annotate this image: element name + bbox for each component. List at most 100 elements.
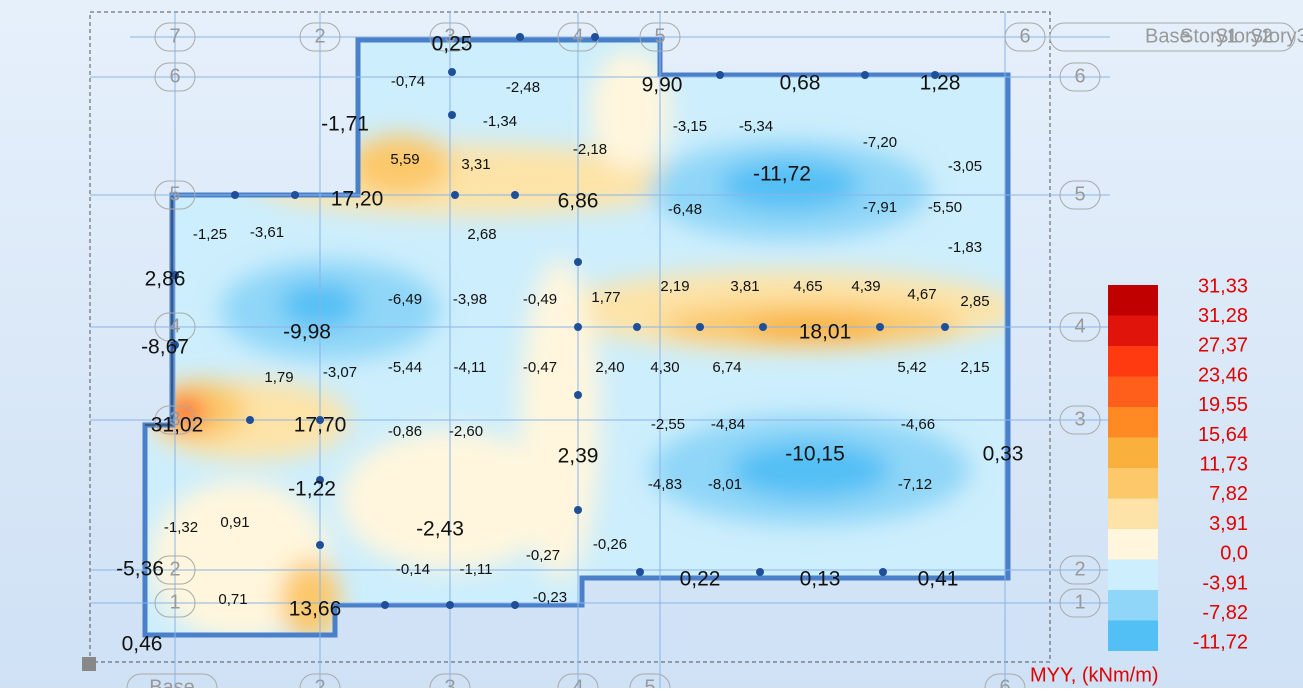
- grid-label: 2: [1074, 558, 1085, 580]
- moment-label: 0,33: [983, 443, 1024, 466]
- moment-label: -1,25: [193, 226, 227, 243]
- beam-node: [231, 191, 239, 199]
- moment-label: -7,12: [898, 476, 932, 493]
- moment-label: 3,81: [730, 278, 759, 295]
- moment-label: -2,60: [449, 423, 483, 440]
- moment-label: 1,77: [591, 289, 620, 306]
- moment-label: -9,98: [283, 321, 331, 344]
- moment-label: -1,71: [321, 113, 369, 136]
- moment-label: 5,42: [897, 359, 926, 376]
- moment-label: 6,86: [558, 190, 599, 213]
- grid-label: 3: [1074, 408, 1085, 430]
- moment-label: -2,18: [573, 141, 607, 158]
- moment-label: 2,39: [558, 445, 599, 468]
- beam-node: [756, 568, 764, 576]
- beam-node: [246, 416, 254, 424]
- legend-label: -7,82: [1202, 602, 1248, 624]
- legend-swatch: [1108, 590, 1158, 621]
- beam-node: [316, 416, 324, 424]
- moment-label: -0,47: [523, 359, 557, 376]
- beam-node: [316, 541, 324, 549]
- moment-label: -6,48: [668, 201, 702, 218]
- beam-node: [574, 391, 582, 399]
- grid-bubble: [1059, 405, 1101, 435]
- grid-label: 1: [169, 591, 180, 613]
- grid-label: Base: [1145, 25, 1191, 47]
- beam-node: [171, 271, 179, 279]
- beam-node: [291, 191, 299, 199]
- moment-label: -5,36: [116, 558, 164, 581]
- beam-node: [171, 341, 179, 349]
- grid-label: 3: [444, 25, 455, 47]
- moment-label: -3,15: [673, 118, 707, 135]
- moment-label: -5,34: [739, 118, 773, 135]
- moment-label: -3,98: [453, 291, 487, 308]
- beam-node: [381, 601, 389, 609]
- legend-label: 31,33: [1198, 275, 1248, 297]
- beam-node: [879, 568, 887, 576]
- origin: [82, 657, 96, 671]
- grid-label: 6: [1019, 25, 1030, 47]
- legend-swatch: [1108, 376, 1158, 407]
- grid-label: 3: [444, 676, 455, 688]
- moment-label: 1,28: [920, 72, 961, 95]
- moment-label: -4,11: [453, 359, 486, 376]
- beam-node: [511, 191, 519, 199]
- moment-label: -1,22: [288, 478, 336, 501]
- moment-label: 17,70: [294, 414, 347, 437]
- moment-label: 0,68: [780, 72, 821, 95]
- moment-label: -1,34: [483, 113, 517, 130]
- beam-node: [316, 476, 324, 484]
- grid-bubble: [1004, 22, 1046, 52]
- legend-swatch: [1108, 498, 1158, 529]
- moment-label: 9,90: [642, 74, 683, 97]
- beam-node: [574, 258, 582, 266]
- grid-label: 4: [169, 315, 180, 337]
- grid-label: 2: [314, 676, 325, 688]
- legend-label: -3,91: [1202, 572, 1248, 594]
- moment-label: 2,40: [595, 359, 624, 376]
- beam-node: [574, 323, 582, 331]
- moment-label: 0,91: [220, 514, 249, 531]
- grid-bubble: [154, 405, 196, 435]
- moment-label: -3,07: [323, 364, 357, 381]
- legend-label: 31,28: [1198, 305, 1248, 327]
- moment-label: -0,27: [526, 547, 560, 564]
- moment-label: 4,65: [793, 278, 822, 295]
- legend-swatch: [1108, 315, 1158, 346]
- moment-label: -4,83: [648, 476, 682, 493]
- grid-label: 5: [644, 676, 655, 688]
- moment-label: 4,67: [907, 286, 936, 303]
- moment-label: -1,83: [948, 239, 982, 256]
- grid-label: 5: [169, 183, 180, 205]
- grid-label: 3: [169, 408, 180, 430]
- moment-label: 1,79: [264, 369, 293, 386]
- beam-node: [591, 33, 599, 41]
- grid-label: 6: [1074, 65, 1085, 87]
- grid-bubble: [1059, 588, 1101, 618]
- grid-label: 2: [314, 25, 325, 47]
- legend-label: -11,72: [1193, 632, 1248, 654]
- beam-node: [941, 323, 949, 331]
- moment-label: -2,55: [651, 416, 685, 433]
- beam-node: [716, 71, 724, 79]
- beam-node: [574, 506, 582, 514]
- moment-label: 2,15: [960, 359, 989, 376]
- beam-node: [633, 323, 641, 331]
- moment-label: -10,15: [785, 443, 845, 466]
- legend-swatch: [1108, 437, 1158, 468]
- moment-label: 2,19: [660, 278, 689, 295]
- grid-bubble: [429, 22, 471, 52]
- legend-swatch: [1108, 620, 1158, 651]
- moment-label: -7,91: [863, 199, 897, 216]
- beam-node: [446, 601, 454, 609]
- moment-label: -5,50: [928, 199, 962, 216]
- moment-label: 0,71: [218, 591, 247, 608]
- beam-node: [636, 568, 644, 576]
- moment-label: 3,31: [461, 156, 490, 173]
- moment-label: -8,67: [141, 336, 189, 359]
- grid-label: 4: [572, 676, 583, 688]
- beam-node: [759, 323, 767, 331]
- legend-title: MYY, (kNm/m): [1030, 664, 1159, 686]
